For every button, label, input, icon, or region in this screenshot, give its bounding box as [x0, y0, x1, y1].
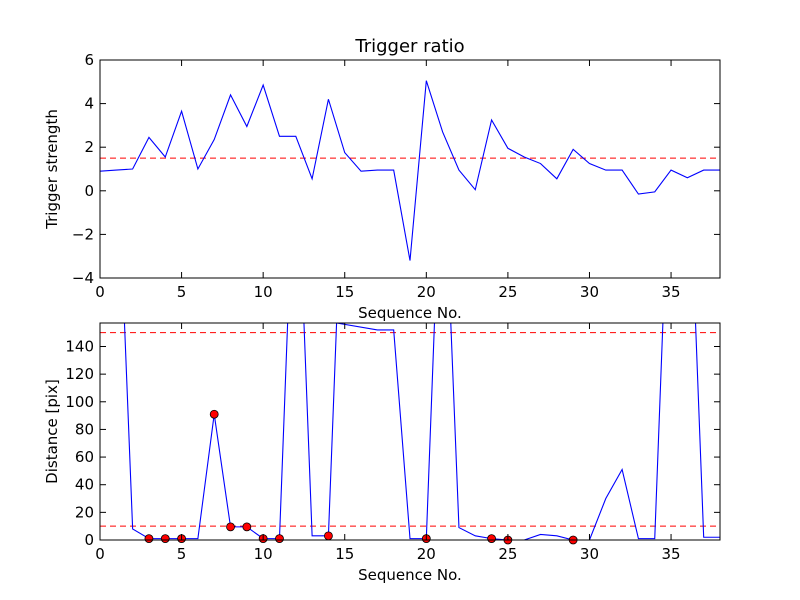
trigger-chart-title: Trigger ratio — [354, 36, 464, 57]
trigger-x-tick-label: 5 — [177, 283, 187, 301]
trigger-x-tick-label: 0 — [95, 283, 105, 301]
distance-x-tick-label: 15 — [335, 545, 354, 563]
distance-x-tick-label: 5 — [177, 545, 187, 563]
distance-y-axis-label: Distance [pix] — [43, 379, 61, 484]
distance-marker-point — [209, 409, 219, 419]
distance-chart: 0 5 10 15 20 25 30 35 0 20 40 60 80 100 120 140 Sequence… — [43, 322, 721, 584]
distance-y-tick-label: 120 — [65, 365, 94, 383]
distance-x-tick-label: 30 — [580, 545, 599, 563]
distance-marker-point — [487, 534, 496, 544]
distance-x-tick-label: 10 — [254, 545, 273, 563]
trigger-y-tick-label: −4 — [72, 269, 94, 287]
distance-y-tick-label: 60 — [75, 448, 94, 466]
distance-marker-point — [226, 522, 235, 532]
trigger-ratio-chart: 0 5 10 15 20 25 30 35 −4 −2 0 2 4 6 Trigger ratio Seque… — [43, 36, 721, 322]
distance-marker-point — [324, 531, 333, 541]
trigger-x-axis-label: Sequence No. — [358, 304, 462, 322]
distance-marker-point — [275, 534, 284, 544]
distance-y-tick-label: 100 — [65, 393, 94, 411]
trigger-x-tick-label: 30 — [580, 283, 599, 301]
trigger-x-tick-label: 10 — [254, 283, 273, 301]
trigger-x-tick-label: 20 — [417, 283, 436, 301]
trigger-y-tick-label: 2 — [84, 138, 94, 156]
trigger-x-tick-label: 35 — [662, 283, 681, 301]
trigger-plot-area — [100, 60, 720, 278]
trigger-y-axis-label: Trigger strength — [43, 109, 61, 230]
distance-y-tick-label: 0 — [84, 531, 94, 549]
trigger-y-tick-label: −2 — [72, 225, 94, 243]
trigger-plot-layer — [100, 80, 720, 261]
distance-x-tick-label: 20 — [417, 545, 436, 563]
trigger-y-tick-label: 4 — [84, 95, 94, 113]
distance-axes-frame — [99, 322, 721, 541]
distance-marker-point — [144, 534, 154, 544]
distance-marker-point — [242, 522, 252, 532]
distance-y-tick-label: 80 — [75, 420, 94, 438]
distance-x-tick-label: 35 — [662, 545, 681, 563]
distance-x-axis-label: Sequence No. — [358, 566, 462, 584]
trigger-y-tick-label: 6 — [84, 51, 94, 69]
trigger-y-tick-label: 0 — [84, 182, 94, 200]
distance-x-tick-label: 25 — [498, 545, 517, 563]
trigger-x-tick-label: 25 — [498, 283, 517, 301]
trigger-axes-frame — [99, 59, 721, 279]
trigger-series-line-0 — [100, 80, 720, 261]
distance-plot-area — [100, 323, 720, 540]
distance-y-tick-label: 20 — [75, 503, 94, 521]
distance-y-tick-label: 140 — [65, 337, 94, 355]
distance-x-tick-label: 0 — [95, 545, 105, 563]
distance-y-tick-label: 40 — [75, 476, 94, 494]
distance-marker-point — [160, 534, 170, 544]
trigger-x-tick-label: 15 — [335, 283, 354, 301]
